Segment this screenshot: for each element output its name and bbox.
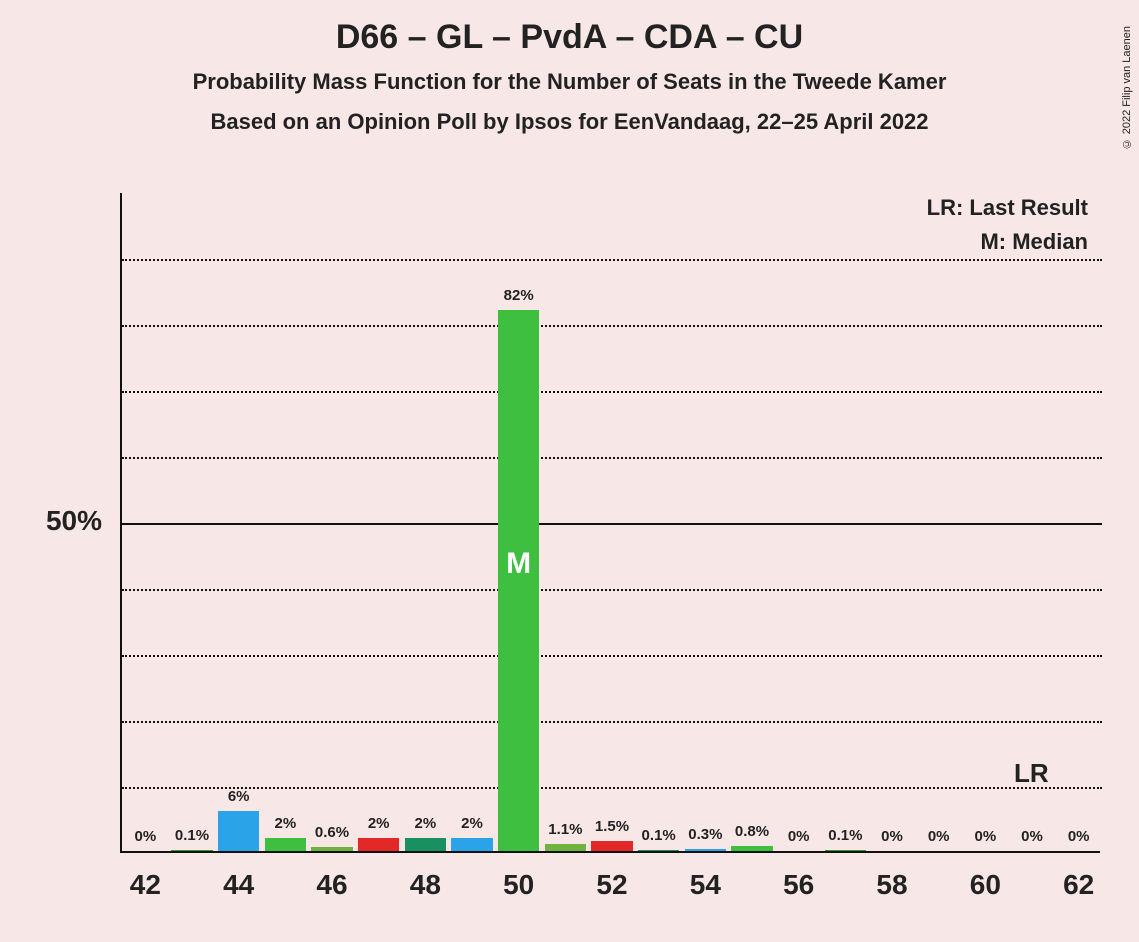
chart-title: D66 – GL – PvdA – CDA – CU — [0, 18, 1139, 57]
gridline — [122, 457, 1102, 459]
x-tick-label: 58 — [876, 869, 907, 901]
gridline — [122, 523, 1102, 525]
bar — [685, 849, 726, 851]
bar-value-label: 0.1% — [642, 827, 676, 844]
bar — [218, 811, 259, 851]
median-marker: M — [506, 547, 531, 581]
bar-value-label: 0.1% — [828, 827, 862, 844]
gridline — [122, 391, 1102, 393]
bar — [545, 844, 586, 851]
bar-value-label: 0% — [881, 828, 903, 845]
legend-m: M: Median — [980, 229, 1088, 255]
bar-value-label: 0.3% — [688, 826, 722, 843]
legend-lr: LR: Last Result — [927, 195, 1088, 221]
bar — [731, 846, 772, 851]
bar-value-label: 2% — [414, 815, 436, 832]
bar-value-label: 0.8% — [735, 823, 769, 840]
bar — [311, 847, 352, 851]
bar-value-label: 0% — [974, 828, 996, 845]
x-tick-label: 46 — [316, 869, 347, 901]
bar-value-label: 0% — [788, 828, 810, 845]
bar — [358, 838, 399, 851]
bar — [265, 838, 306, 851]
bar — [451, 838, 492, 851]
bar-value-label: 6% — [228, 788, 250, 805]
bar-value-label: 1.5% — [595, 818, 629, 835]
x-tick-label: 44 — [223, 869, 254, 901]
chart-area: 50%0%0.1%6%2%0.6%2%2%2%82%1.1%1.5%0.1%0.… — [120, 193, 1100, 853]
bar-value-label: 82% — [504, 287, 534, 304]
gridline — [122, 325, 1102, 327]
x-tick-label: 62 — [1063, 869, 1094, 901]
bar-value-label: 0.6% — [315, 824, 349, 841]
plot-region: 50%0%0.1%6%2%0.6%2%2%2%82%1.1%1.5%0.1%0.… — [120, 193, 1100, 853]
x-tick-label: 60 — [970, 869, 1001, 901]
bar-value-label: 0.1% — [175, 827, 209, 844]
copyright-text: © 2022 Filip van Laenen — [1121, 26, 1133, 149]
bar — [825, 850, 866, 851]
gridline — [122, 655, 1102, 657]
bar — [638, 850, 679, 851]
gridline — [122, 721, 1102, 723]
bar-value-label: 2% — [274, 815, 296, 832]
bar-value-label: 0% — [1021, 828, 1043, 845]
gridline — [122, 589, 1102, 591]
gridline — [122, 787, 1102, 789]
bar-value-label: 0% — [134, 828, 156, 845]
bar — [171, 850, 212, 851]
bar-value-label: 2% — [461, 815, 483, 832]
x-tick-label: 56 — [783, 869, 814, 901]
x-tick-label: 50 — [503, 869, 534, 901]
chart-subsubtitle: Based on an Opinion Poll by Ipsos for Ee… — [0, 109, 1139, 135]
bar-value-label: 2% — [368, 815, 390, 832]
gridline — [122, 259, 1102, 261]
bar — [405, 838, 446, 851]
chart-subtitle: Probability Mass Function for the Number… — [0, 69, 1139, 95]
bar — [591, 841, 632, 851]
bar-value-label: 0% — [1068, 828, 1090, 845]
y-axis-label: 50% — [22, 505, 102, 537]
x-tick-label: 52 — [596, 869, 627, 901]
x-tick-label: 48 — [410, 869, 441, 901]
x-tick-label: 42 — [130, 869, 161, 901]
x-tick-label: 54 — [690, 869, 721, 901]
bar-value-label: 1.1% — [548, 821, 582, 838]
bar-value-label: 0% — [928, 828, 950, 845]
last-result-marker: LR — [1014, 758, 1049, 789]
